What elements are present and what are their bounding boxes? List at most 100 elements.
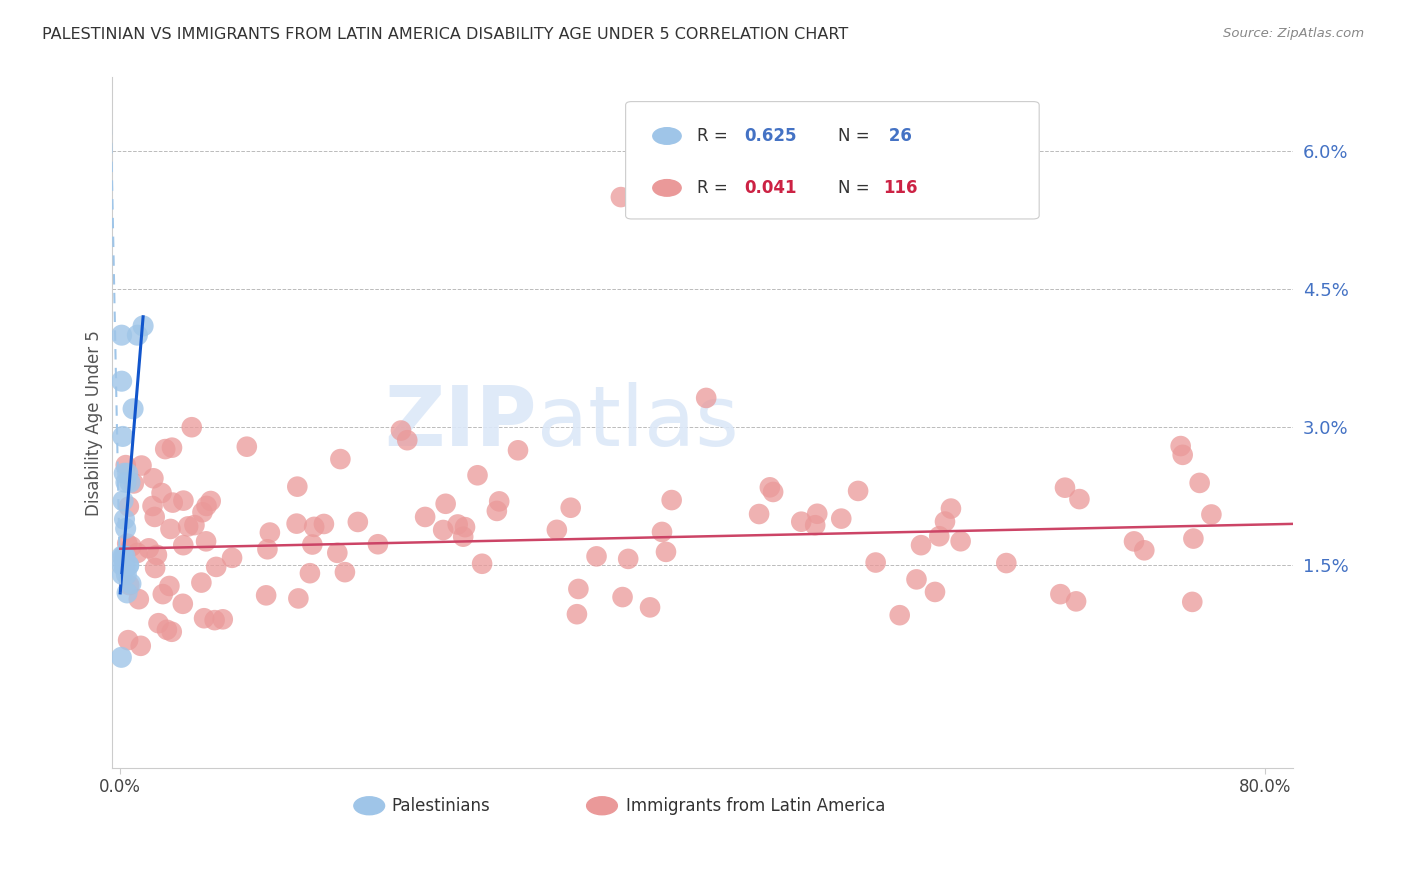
Point [661,493,683,508]
Point [612,590,634,604]
Point [110,650,132,665]
Point [256,542,278,557]
Point [114,512,136,526]
Point [111,549,134,563]
Point [193,611,215,625]
Point [205,560,228,574]
Circle shape [652,128,681,145]
Point [610,190,633,204]
Point [298,566,321,581]
FancyBboxPatch shape [626,102,1039,219]
Text: ZIP: ZIP [384,382,537,463]
Point [287,591,309,606]
Point [177,519,200,533]
Point [1053,481,1076,495]
Point [506,443,529,458]
Point [485,504,508,518]
Point [1201,508,1223,522]
Point [995,556,1018,570]
Point [865,556,887,570]
Text: Palestinians: Palestinians [392,797,491,814]
Point [112,467,135,481]
Point [172,597,194,611]
Point [191,505,214,519]
Point [1133,543,1156,558]
Point [434,497,457,511]
Point [1049,587,1071,601]
Point [488,494,510,508]
Text: Source: ZipAtlas.com: Source: ZipAtlas.com [1223,27,1364,40]
Text: 0.625: 0.625 [744,127,796,145]
Point [172,493,194,508]
Point [471,557,494,571]
Point [115,475,138,490]
Point [150,486,173,500]
Point [1069,492,1091,507]
Point [156,623,179,637]
Point [195,534,218,549]
Point [560,500,582,515]
Point [129,639,152,653]
Point [254,588,277,602]
Y-axis label: Disability Age Under 5: Disability Age Under 5 [86,330,103,516]
Point [141,499,163,513]
Point [114,521,136,535]
Point [122,476,145,491]
Point [190,575,212,590]
Point [759,480,782,494]
Point [1188,475,1211,490]
Point [118,578,141,592]
Point [454,520,477,534]
Text: PALESTINIAN VS IMMIGRANTS FROM LATIN AMERICA DISABILITY AGE UNDER 5 CORRELATION : PALESTINIAN VS IMMIGRANTS FROM LATIN AME… [42,27,848,42]
Point [112,493,135,508]
Point [132,318,155,333]
Point [326,546,349,560]
Point [146,548,169,562]
Point [128,592,150,607]
Point [329,452,352,467]
Point [396,434,419,448]
Point [155,442,177,456]
Text: R =: R = [696,127,733,145]
Point [115,536,138,550]
Circle shape [354,797,385,814]
Point [115,567,138,582]
Point [118,500,141,514]
Point [1171,448,1194,462]
Point [910,538,932,552]
Point [148,616,170,631]
Point [846,483,869,498]
Point [333,565,356,579]
Point [1182,532,1205,546]
Point [1123,534,1146,549]
Point [127,328,149,343]
Point [806,507,828,521]
Point [200,494,222,508]
Point [211,612,233,626]
Text: atlas: atlas [537,382,738,463]
Point [204,613,226,627]
Point [413,510,436,524]
Point [695,391,717,405]
Point [159,522,181,536]
Point [928,529,950,543]
Point [285,516,308,531]
Point [367,537,389,551]
Point [120,576,142,591]
Point [111,567,134,582]
Point [467,468,489,483]
Point [162,495,184,509]
Point [111,429,134,443]
Text: Immigrants from Latin America: Immigrants from Latin America [626,797,884,814]
Point [585,549,607,564]
Point [118,475,141,490]
Point [143,510,166,524]
Point [111,328,134,343]
Point [195,499,218,513]
Point [655,545,678,559]
Point [259,525,281,540]
Point [114,458,136,472]
Point [617,552,640,566]
Point [762,485,785,500]
Point [180,420,202,434]
